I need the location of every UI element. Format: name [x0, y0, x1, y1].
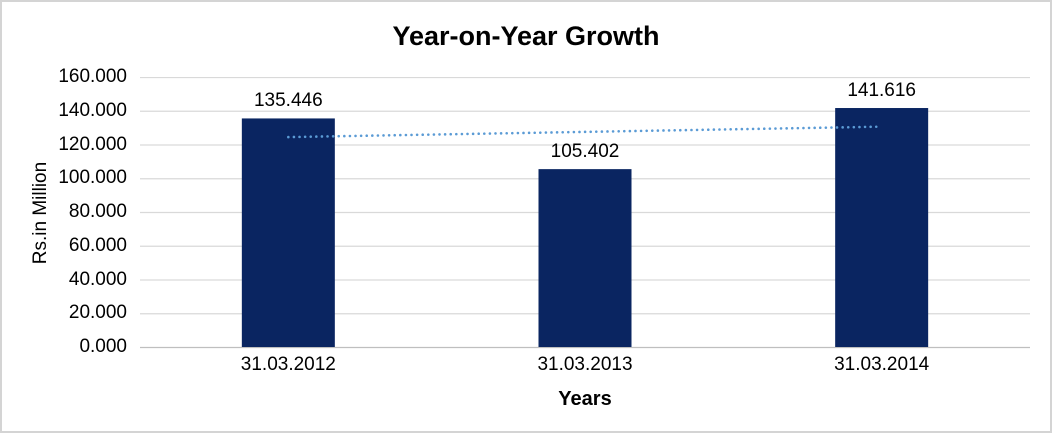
x-category-label: 31.03.2012: [240, 354, 336, 375]
plot-area: [140, 77, 1030, 349]
bar: [538, 169, 632, 347]
x-category-label: 31.03.2013: [537, 354, 633, 375]
y-tick-label: 160.000: [58, 66, 127, 87]
y-tick-label: 140.000: [58, 99, 127, 121]
bar: [241, 118, 335, 347]
y-tick-label: 80.000: [68, 201, 127, 222]
trendline: [287, 125, 883, 139]
y-tick-label: 0.000: [79, 336, 127, 357]
bar-data-label: 135.446: [253, 90, 323, 112]
bar: [835, 108, 929, 347]
y-tick-label: 120.000: [58, 133, 127, 155]
x-category-label: 31.03.2014: [834, 354, 930, 375]
y-tick-label: 40.000: [68, 268, 127, 290]
bar-data-label: 141.616: [847, 80, 916, 102]
y-tick-label: 60.000: [68, 234, 127, 256]
y-tick-label: 20.000: [68, 302, 127, 324]
bar-data-label: 105.402: [550, 141, 620, 163]
x-axis-title: Years: [558, 388, 612, 410]
y-tick-label: 100.000: [58, 167, 127, 189]
chart-title: Year-on-Year Growth: [392, 21, 660, 51]
